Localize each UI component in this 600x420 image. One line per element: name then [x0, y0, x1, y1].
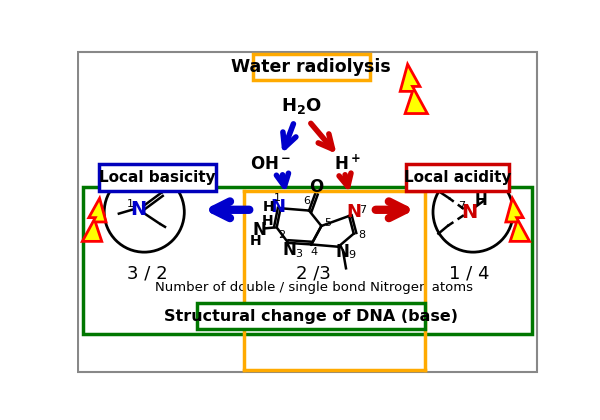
Text: 1: 1 [127, 199, 134, 209]
Text: H: H [475, 193, 487, 208]
Text: 5: 5 [324, 218, 331, 228]
Text: H: H [262, 213, 273, 228]
FancyBboxPatch shape [197, 303, 425, 329]
Text: N: N [346, 203, 361, 221]
Text: O: O [310, 178, 324, 197]
Text: 2: 2 [278, 230, 285, 240]
FancyBboxPatch shape [406, 164, 509, 191]
Circle shape [433, 172, 513, 252]
FancyBboxPatch shape [253, 54, 370, 80]
Text: 1 / 4: 1 / 4 [449, 265, 490, 283]
FancyBboxPatch shape [99, 164, 216, 191]
Text: Local acidity: Local acidity [404, 170, 511, 185]
Text: N: N [336, 243, 350, 261]
Text: N: N [270, 199, 285, 216]
Text: 4: 4 [311, 247, 318, 257]
Text: Number of double / single bond Nitrogen atoms: Number of double / single bond Nitrogen … [155, 281, 473, 294]
Polygon shape [82, 198, 106, 241]
Text: H: H [262, 200, 274, 215]
Text: Structural change of DNA (base): Structural change of DNA (base) [164, 309, 458, 323]
Text: 7: 7 [458, 201, 465, 211]
Text: 8: 8 [358, 230, 365, 240]
Circle shape [104, 172, 184, 252]
Text: $\mathbf{OH^-}$: $\mathbf{OH^-}$ [250, 155, 291, 173]
Text: 2 /3: 2 /3 [296, 265, 331, 283]
Text: 3: 3 [296, 249, 302, 259]
Text: 3 / 2: 3 / 2 [127, 265, 167, 283]
Text: Water radiolysis: Water radiolysis [232, 58, 391, 76]
Text: $\mathbf{H_2O}$: $\mathbf{H_2O}$ [281, 96, 322, 116]
Polygon shape [506, 198, 530, 241]
Text: N: N [130, 200, 146, 219]
Polygon shape [400, 64, 427, 113]
Text: 6: 6 [303, 196, 310, 206]
Text: H: H [250, 234, 262, 247]
Text: 9: 9 [349, 250, 356, 260]
Text: Local basicity: Local basicity [99, 170, 215, 185]
Text: N: N [283, 241, 297, 259]
Text: N: N [461, 202, 478, 222]
Text: N: N [253, 221, 266, 239]
Text: $\mathbf{H^+}$: $\mathbf{H^+}$ [334, 155, 361, 174]
Text: 1: 1 [274, 193, 281, 203]
Text: 7: 7 [359, 205, 367, 215]
